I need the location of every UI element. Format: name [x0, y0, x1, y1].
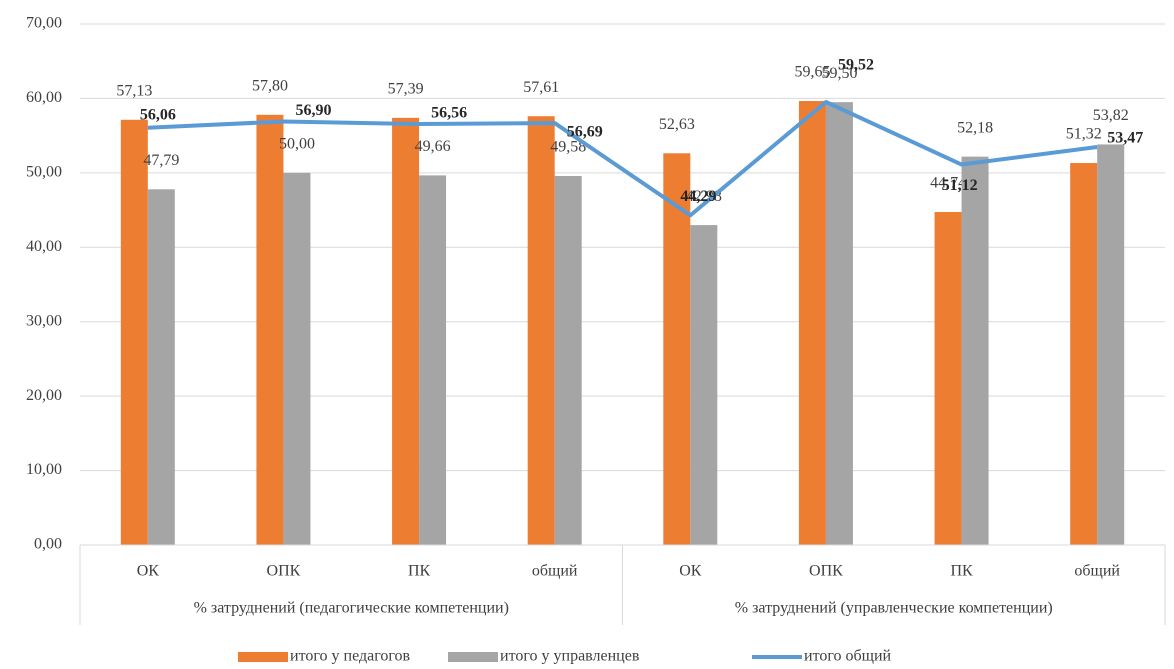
y-tick-label: 30,00: [26, 312, 62, 329]
bar: [798, 101, 826, 545]
group-label: % затруднений (педагогические компетенци…: [194, 600, 509, 617]
line-label: 59,52: [838, 57, 874, 74]
data-label: 52,18: [957, 119, 993, 136]
line-label: 51,12: [942, 177, 978, 194]
line: [147, 100, 1098, 218]
bar: [934, 212, 962, 545]
data-label: 53,82: [1093, 107, 1129, 124]
bar: [147, 189, 175, 546]
data-label: 52,63: [659, 116, 695, 133]
x-tick-label: ПК: [950, 563, 973, 580]
bar: [283, 172, 311, 545]
data-label: 57,13: [116, 82, 152, 99]
bar: [527, 116, 555, 545]
bar: [961, 156, 989, 545]
data-label: 42,98: [686, 188, 722, 205]
x-tick-label: общий: [532, 563, 578, 580]
line-label: 56,06: [140, 106, 176, 123]
bar: [554, 175, 582, 545]
data-label: 49,66: [415, 138, 451, 155]
x-tick-label: ОК: [137, 563, 160, 580]
bar: [1097, 144, 1125, 546]
data-label: 44,74: [930, 175, 966, 192]
bar: [419, 175, 447, 546]
data-label: 59,50: [821, 65, 857, 82]
legend-label: итого общий: [804, 648, 892, 665]
x-tick-label: ОПК: [267, 563, 301, 580]
legend-swatch: [448, 652, 498, 662]
y-tick-label: 50,00: [26, 164, 62, 181]
data-label: 49,58: [550, 139, 586, 156]
line-label: 56,90: [295, 102, 331, 119]
legend-label: итого у педагогов: [290, 648, 411, 665]
y-tick-label: 0,00: [34, 536, 62, 553]
y-tick-label: 40,00: [26, 238, 62, 255]
data-label: 51,32: [1066, 126, 1102, 143]
data-label: 50,00: [279, 136, 315, 153]
bar: [690, 225, 718, 545]
y-tick-label: 20,00: [26, 387, 62, 404]
line-label: 56,56: [431, 105, 467, 122]
data-label: 57,80: [252, 77, 288, 94]
bar: [392, 117, 420, 545]
bar: [256, 114, 284, 545]
data-label: 47,79: [143, 152, 179, 169]
x-tick-label: ОК: [679, 563, 702, 580]
line-label: 44,29: [680, 188, 716, 205]
data-label: 57,39: [388, 81, 424, 98]
legend-swatch: [238, 652, 288, 662]
line-label: 56,69: [567, 124, 603, 141]
bar: [120, 119, 148, 545]
bar: [1070, 163, 1098, 545]
bar: [825, 102, 853, 546]
y-tick-label: 70,00: [26, 15, 62, 32]
bar: [663, 153, 691, 546]
legend-label: итого у управленцев: [500, 648, 640, 665]
x-tick-label: ОПК: [809, 563, 843, 580]
line-label: 53,47: [1107, 130, 1143, 147]
x-tick-label: общий: [1074, 563, 1120, 580]
data-label: 57,61: [523, 79, 559, 96]
group-label: % затруднений (управленческие компетенци…: [735, 600, 1053, 617]
x-tick-label: ПК: [408, 563, 431, 580]
data-label: 59,65: [794, 64, 830, 81]
y-tick-label: 10,00: [26, 461, 62, 478]
y-tick-label: 60,00: [26, 89, 62, 106]
